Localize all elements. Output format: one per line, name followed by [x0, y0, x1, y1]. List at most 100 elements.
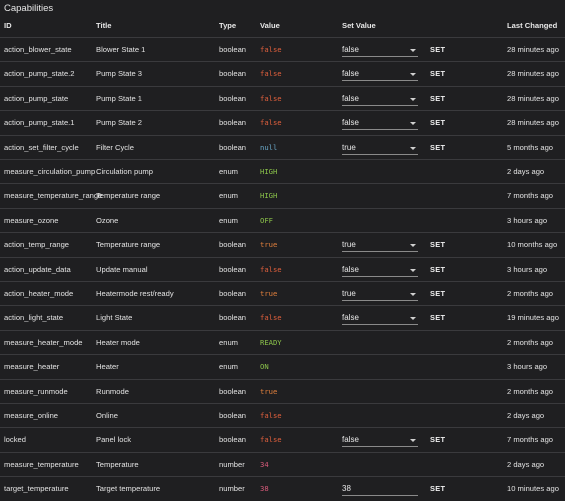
set-value-select[interactable]: false	[342, 65, 418, 82]
last-changed: 2 days ago	[507, 167, 545, 176]
capability-type: boolean	[219, 435, 247, 445]
set-button[interactable]: SET	[430, 45, 446, 54]
capability-type: boolean	[219, 240, 247, 250]
table-row: measure_heater_mode Heater mode enum READY 2…	[0, 329, 565, 354]
set-button[interactable]: SET	[430, 69, 446, 79]
capability-type: boolean	[219, 264, 247, 274]
chevron-down-icon	[410, 73, 416, 77]
row-divider	[0, 329, 565, 331]
last-changed: 10 months ago	[507, 240, 558, 250]
capability-type: number	[219, 459, 245, 469]
capability-type: enum	[219, 362, 238, 372]
capability-id: measure_circulation_pump	[4, 167, 96, 176]
table-row: action_pump_state.2 Pump State 3 boolean fa…	[0, 61, 565, 85]
set-value-select[interactable]: true	[342, 139, 418, 155]
capability-type: boolean	[219, 142, 247, 152]
capability-type: boolean	[219, 45, 247, 54]
set-button[interactable]: SET	[430, 435, 446, 445]
set-button[interactable]: SET	[430, 93, 446, 103]
set-value-select[interactable]: false	[342, 431, 418, 448]
capability-title: Online	[96, 411, 118, 420]
capability-title: Blower State 1	[96, 45, 146, 54]
last-changed: 7 months ago	[507, 435, 554, 445]
table-row: action_update_data Update manual boolean fa…	[0, 256, 565, 281]
table-row: measure_runmode Runmode boolean true 2 month…	[0, 378, 565, 403]
last-changed: 2 months ago	[507, 337, 554, 347]
capability-title: Ozone	[96, 215, 119, 225]
select-value: true	[342, 240, 356, 250]
last-changed: 28 minutes ago	[507, 93, 559, 103]
capability-value: 34	[260, 459, 269, 469]
capability-type: boolean	[219, 289, 247, 298]
header-last-changed: Last Changed	[507, 21, 558, 30]
capability-value: true	[260, 240, 278, 250]
last-changed: 2 days ago	[507, 459, 545, 469]
set-value-select[interactable]: false	[342, 41, 418, 57]
capability-value: 38	[260, 484, 269, 494]
header-set-value: Set Value	[342, 21, 376, 30]
set-button[interactable]: SET	[430, 264, 446, 274]
table-row: action_pump_state.1 Pump State 2 boolean fa…	[0, 110, 565, 134]
capability-value: true	[260, 289, 278, 298]
capability-id: action_light_state	[4, 313, 64, 323]
last-changed: 10 minutes ago	[507, 484, 559, 494]
capability-value: false	[260, 69, 282, 79]
capability-id: target_temperature	[4, 484, 69, 494]
row-divider	[0, 159, 565, 160]
capability-title: Light State	[96, 313, 133, 323]
capability-id: action_heater_mode	[4, 289, 74, 298]
set-value-input[interactable]: 38	[342, 480, 418, 497]
capability-type: boolean	[219, 69, 247, 79]
capability-type: number	[219, 484, 245, 494]
select-value: false	[342, 93, 359, 103]
capability-value: false	[260, 118, 282, 128]
set-button[interactable]: SET	[430, 142, 446, 152]
chevron-down-icon	[410, 317, 416, 321]
last-changed: 3 hours ago	[507, 215, 548, 225]
table-row: measure_ozone Ozone enum OFF 3 hours ago	[0, 207, 565, 232]
set-value-select[interactable]: false	[342, 261, 418, 277]
capability-type: boolean	[219, 93, 247, 103]
set-button[interactable]: SET	[430, 484, 446, 494]
capability-value: ON	[260, 362, 269, 372]
chevron-down-icon	[410, 268, 416, 272]
set-button[interactable]: SET	[430, 313, 446, 323]
set-value-select[interactable]: true	[342, 236, 418, 253]
row-divider	[0, 85, 565, 87]
last-changed: 19 minutes ago	[507, 313, 559, 323]
capability-title: Panel lock	[96, 435, 132, 445]
set-button[interactable]: SET	[430, 289, 446, 298]
row-divider	[0, 37, 565, 38]
capability-title: Heater mode	[96, 337, 140, 347]
chevron-down-icon	[410, 146, 416, 150]
last-changed: 5 months ago	[507, 142, 554, 152]
table-row: action_blower_state Blower State 1 boolean…	[0, 37, 565, 61]
row-divider	[0, 476, 565, 478]
header-title: Title	[96, 21, 112, 30]
capability-title: Pump State 3	[96, 69, 143, 79]
set-button[interactable]: SET	[430, 118, 446, 128]
capability-type: enum	[219, 191, 238, 201]
capability-id: measure_online	[4, 411, 59, 420]
row-divider	[0, 183, 565, 185]
table-row: action_pump_state Pump State 1 boolean fals…	[0, 85, 565, 110]
select-value: false	[342, 118, 359, 128]
table-row: action_heater_mode Heatermode rest/ready b…	[0, 281, 565, 305]
capability-title: Runmode	[96, 386, 129, 396]
capability-title: Target temperature	[96, 484, 161, 494]
table-row: measure_temperature_range Temperature ran…	[0, 183, 565, 207]
set-button[interactable]: SET	[430, 240, 446, 250]
capability-title: Temperature range	[96, 191, 161, 201]
capability-value: false	[260, 411, 282, 420]
capability-value: true	[260, 386, 278, 396]
capability-id: measure_temperature_range	[4, 191, 103, 201]
set-value-select[interactable]: false	[342, 90, 418, 106]
set-value-select[interactable]: false	[342, 114, 418, 131]
last-changed: 28 minutes ago	[507, 118, 559, 128]
capability-title: Pump State 1	[96, 93, 143, 103]
section-title: Capabilities	[4, 3, 54, 14]
table-row: action_light_state Light State boolean fals…	[0, 305, 565, 329]
capability-value: HIGH	[260, 191, 278, 201]
set-value-select[interactable]: true	[342, 285, 418, 301]
set-value-select[interactable]: false	[342, 309, 418, 326]
